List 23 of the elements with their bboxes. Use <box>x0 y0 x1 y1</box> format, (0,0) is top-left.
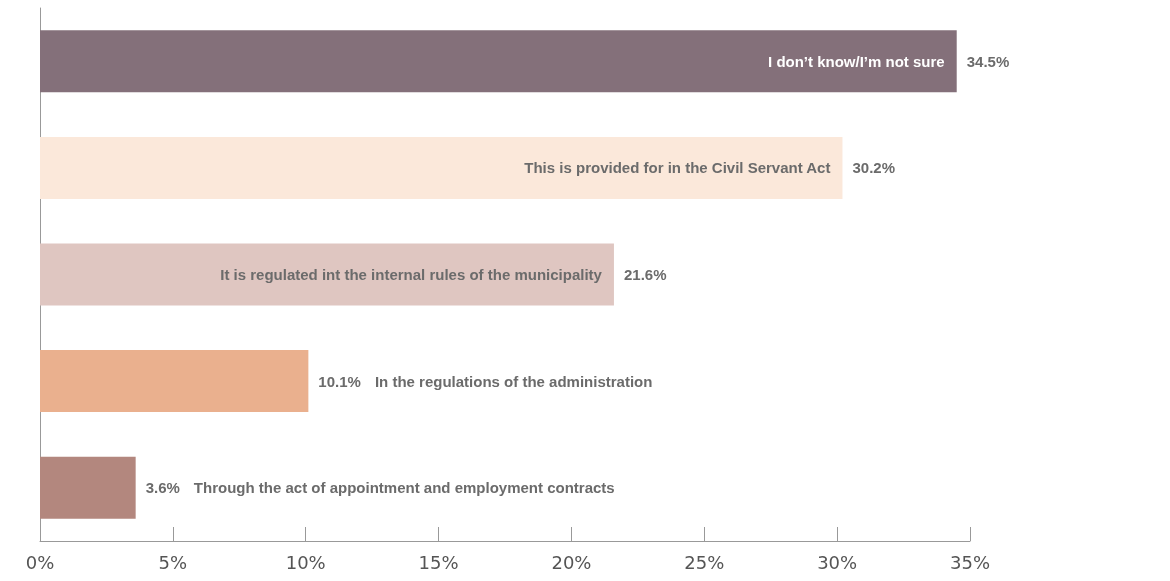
y-tick-label: Through the act of appointment and employment contracts <box>193 479 615 497</box>
data-label: 3.6% <box>145 479 180 497</box>
bar <box>40 350 309 413</box>
y-tick-label: This is provided for in the Civil Servant Act <box>524 159 831 177</box>
y-tick-label: It is regulated int the internal rules of the municipality <box>220 266 603 283</box>
bar <box>40 456 136 519</box>
x-tick-label: 20% <box>551 551 592 573</box>
bar <box>40 30 957 93</box>
x-tick-label: 10% <box>285 551 326 573</box>
x-tick-label: 25% <box>684 551 725 573</box>
x-tick-label: 5% <box>158 551 188 573</box>
y-tick-label: I don’t know/I’m not sure <box>768 52 945 70</box>
data-label: 30.2% <box>852 159 895 177</box>
x-tick-label: 35% <box>949 551 991 573</box>
y-tick-label: In the regulations of the administration <box>374 372 653 390</box>
data-label: 21.6% <box>623 266 667 283</box>
x-tick-label: 0% <box>25 551 55 573</box>
data-label: 10.1% <box>318 372 361 390</box>
bar <box>40 136 843 199</box>
bar <box>40 243 614 306</box>
x-tick-label: 30% <box>817 551 858 573</box>
x-tick-label: 15% <box>418 551 459 573</box>
data-label: 34.5% <box>966 52 1010 70</box>
